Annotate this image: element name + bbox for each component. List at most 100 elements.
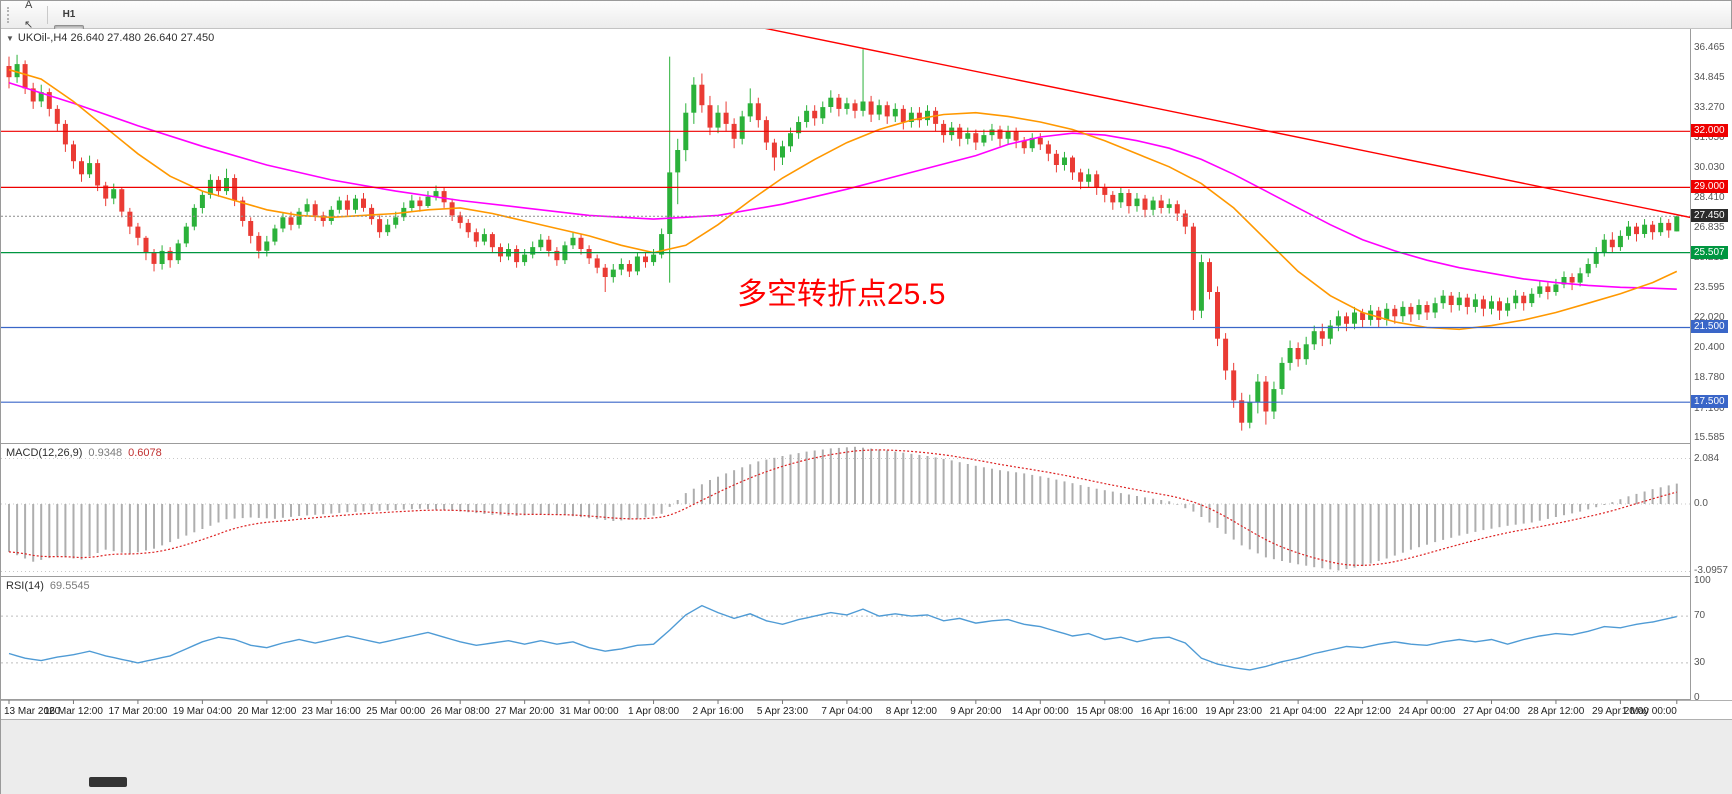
time-label: 28 Apr 12:00 [1528, 706, 1585, 717]
time-label: 9 Apr 20:00 [950, 706, 1002, 717]
candle-body [691, 84, 697, 113]
candle-body [957, 127, 963, 139]
candle-body [933, 110, 939, 124]
candle-body [973, 133, 979, 143]
rsi-panel[interactable]: RSI(14) 69.5545 [1, 577, 1690, 700]
candle-body [892, 108, 898, 117]
candle-body [1617, 235, 1623, 248]
price-chart-svg[interactable] [1, 29, 1690, 444]
candle-body [667, 172, 673, 234]
toolbar-grip[interactable] [7, 6, 11, 23]
time-label: 29 Apr 20:00 [1592, 706, 1649, 717]
candle-body [1190, 226, 1196, 311]
candle-body [1247, 402, 1253, 423]
candle-body [578, 237, 584, 249]
candle-body [643, 256, 648, 263]
candle-body [191, 207, 197, 227]
candle-body [465, 222, 471, 233]
time-axis[interactable]: 13 Mar 2020 16 Mar 12:00 17 Mar 20:00 19 Ma… [1, 700, 1732, 720]
time-label: 31 Mar 00:00 [560, 706, 619, 717]
price-tick-label: 30.030 [1694, 162, 1725, 174]
candle-body [256, 235, 262, 251]
candle-body [1480, 299, 1486, 309]
candle-body [1311, 331, 1317, 345]
candle-body [1295, 348, 1301, 360]
candle-body [997, 129, 1003, 139]
macd-tick-label: -3.0957 [1694, 565, 1728, 577]
candle-body [812, 110, 818, 119]
candle-body [1279, 362, 1285, 389]
time-label: 24 Apr 00:00 [1399, 706, 1456, 717]
annotate-button[interactable]: A [24, 0, 33, 11]
candle-body [747, 103, 753, 117]
price-tick-label: 28.410 [1694, 192, 1725, 204]
candle-body [1416, 305, 1422, 315]
candle-body [103, 185, 109, 199]
annotation-text[interactable]: 多空转折点25.5 [737, 278, 946, 311]
ma-magenta-line[interactable] [8, 82, 1677, 290]
tf-m30-button[interactable]: M30 [54, 0, 83, 5]
candle-body [87, 163, 93, 175]
candle-body [828, 97, 834, 107]
time-label: 21 Apr 04:00 [1270, 706, 1327, 717]
macd-tick-label: 0.0 [1694, 497, 1708, 509]
candle-body [369, 207, 375, 220]
candle-body [1513, 295, 1519, 304]
candle-body [1609, 239, 1615, 248]
macd-value-main: 0.9348 [88, 447, 123, 459]
tf-h1-button[interactable]: H1 [62, 9, 76, 20]
candle-body [473, 232, 479, 242]
candle-body [916, 112, 922, 121]
rsi-value: 69.5545 [49, 580, 90, 592]
candle-body [6, 66, 12, 78]
trend-line[interactable] [492, 29, 1690, 223]
candle-body [1029, 137, 1035, 149]
price-chart-panel[interactable]: ▼ UKOil-,H4 26.640 27.480 26.640 27.450 多… [1, 29, 1690, 444]
candle-body [353, 198, 358, 210]
macd-panel[interactable]: MACD(12,26,9) 0.9348 0.6078 [1, 444, 1690, 577]
candle-body [393, 217, 399, 225]
candle-body [1545, 286, 1551, 292]
candle-body [1569, 277, 1575, 283]
candle-body [1166, 204, 1172, 208]
candle-body [1344, 316, 1349, 324]
chart-menu-icon[interactable]: ▼ [6, 34, 14, 43]
candle-body [377, 219, 383, 233]
ma-orange-line[interactable] [8, 68, 1678, 331]
candle-body [538, 239, 544, 248]
candle-body [224, 178, 229, 192]
candle-body [1110, 194, 1116, 203]
candle-body [876, 105, 882, 115]
candle-body [264, 241, 270, 251]
candle-body [1521, 295, 1527, 304]
rsi-svg[interactable] [1, 577, 1690, 700]
candle-body [530, 247, 536, 255]
candle-body [127, 211, 133, 227]
rsi-tick-label: 0 [1694, 692, 1700, 703]
time-label: 1 Apr 08:00 [628, 706, 680, 717]
candle-body [1448, 295, 1454, 305]
candle-body [1634, 226, 1639, 235]
cursor-button[interactable]: ↖ [24, 19, 34, 31]
candles-group [6, 49, 1680, 431]
candle-body [1585, 264, 1591, 274]
candle-body [79, 161, 84, 175]
candle-body [844, 103, 850, 109]
candle-body [1239, 400, 1245, 423]
hline-price-label: 32.000 [1691, 124, 1728, 138]
price-axis[interactable]: 36.465 34.845 33.270 31.650 30.030 28.410 26.8… [1690, 29, 1732, 703]
candle-body [272, 228, 278, 242]
price-tick-label: 36.465 [1694, 41, 1725, 53]
candle-body [1005, 131, 1011, 139]
time-label: 27 Mar 20:00 [495, 706, 554, 717]
macd-tick-label: 2.084 [1694, 452, 1720, 464]
time-label: 2 Apr 16:00 [692, 706, 744, 717]
candle-body [38, 92, 44, 102]
candle-body [1045, 144, 1051, 154]
rsi-name: RSI(14) [6, 580, 44, 592]
candle-body [1650, 224, 1656, 233]
candle-body [248, 221, 254, 236]
macd-svg[interactable] [1, 444, 1690, 577]
candle-body [884, 105, 890, 117]
candle-body [1464, 297, 1470, 307]
